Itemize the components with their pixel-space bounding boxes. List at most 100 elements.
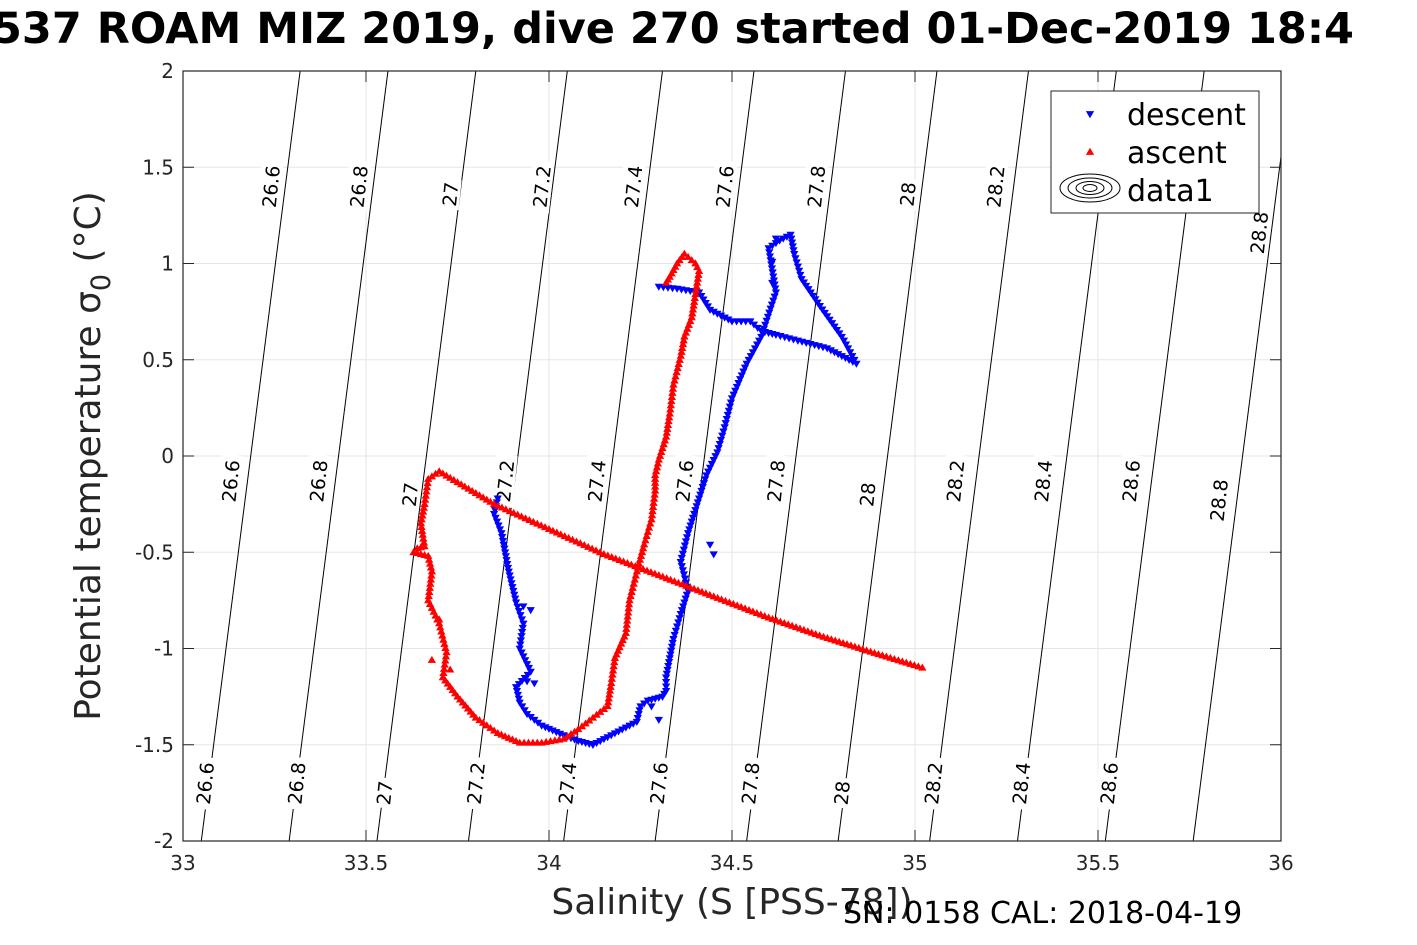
x-tick-label: 34 — [536, 851, 561, 875]
contour-label-bg — [256, 159, 284, 214]
data-point-ascent — [618, 636, 627, 644]
isopycnal-26.6 — [200, 71, 301, 841]
contour-label-text: 28.2 — [943, 459, 969, 503]
data-point-descent — [672, 623, 682, 631]
contour-label-bg — [618, 159, 646, 214]
contour-label: 28.4 — [1006, 756, 1035, 811]
isopycnal-28.8 — [1192, 152, 1281, 841]
contour-label-text: 26.8 — [347, 164, 373, 208]
data-point-ascent — [666, 405, 675, 413]
contour-label-bg — [918, 756, 946, 811]
data-point-ascent — [659, 440, 668, 448]
data-point-descent — [711, 453, 720, 461]
series-descent — [489, 231, 861, 749]
contour-label: 26.8 — [303, 453, 333, 508]
contour-label-bg — [581, 453, 610, 508]
data-point-descent — [762, 317, 771, 325]
data-point-ascent — [643, 527, 652, 535]
data-point-ascent — [683, 324, 692, 332]
data-point-ascent — [635, 555, 645, 563]
data-point-ascent — [638, 544, 648, 552]
data-point-descent — [768, 269, 777, 277]
contour-label-text: 26.8 — [284, 761, 310, 805]
data-point-descent — [736, 376, 745, 384]
contour-label: 27.4 — [618, 159, 647, 214]
contour-label: 27.6 — [644, 756, 673, 811]
contour-label: 28.4 — [1028, 453, 1057, 508]
data-point-descent — [766, 305, 775, 313]
contour-label-text: 28.4 — [1009, 761, 1035, 805]
y-tick-label: 1.5 — [142, 155, 174, 179]
data-point-descent — [714, 445, 723, 453]
data-point-ascent — [636, 551, 646, 559]
y-tick-label: -1.5 — [135, 733, 174, 757]
data-point-descent — [493, 495, 502, 503]
contour-label-text: 26.8 — [306, 459, 332, 503]
data-point-descent — [663, 666, 672, 674]
contour-label-text: 27.4 — [555, 761, 581, 805]
data-point-descent — [705, 464, 715, 472]
data-point-descent — [691, 507, 700, 515]
data-point-descent — [676, 611, 685, 619]
data-point-ascent — [651, 471, 660, 479]
data-point-ascent — [655, 451, 665, 459]
data-point-descent — [722, 416, 731, 424]
contour-label: 27 — [370, 776, 397, 809]
data-point-descent — [771, 285, 780, 293]
data-point-descent — [764, 245, 773, 253]
data-point-ascent — [633, 563, 643, 571]
data-point-ascent — [671, 372, 680, 380]
contour-label: 27.2 — [461, 756, 490, 811]
data-point-descent — [537, 722, 546, 730]
data-point-ascent — [678, 340, 688, 348]
contour-label-bg — [669, 453, 698, 508]
data-point-descent — [765, 253, 775, 261]
data-point-ascent — [624, 608, 633, 616]
contour-label-bg — [461, 756, 489, 811]
data-point-descent — [666, 651, 675, 659]
data-point-ascent — [690, 293, 699, 301]
data-point-ascent — [652, 463, 662, 471]
data-point-ascent — [610, 658, 619, 666]
contour-label: 26.6 — [190, 756, 219, 811]
contour-label-bg — [1116, 453, 1144, 508]
data-point-descent — [755, 337, 764, 345]
data-point-ascent — [692, 282, 701, 290]
contour-label-text: 26.6 — [218, 459, 244, 503]
data-point-ascent — [620, 632, 629, 640]
y-axis-label-main: Potential temperature σ — [68, 291, 109, 721]
data-point-ascent — [665, 409, 674, 417]
data-point-ascent — [665, 413, 674, 421]
data-point-ascent — [612, 650, 621, 658]
data-point-ascent — [628, 583, 637, 591]
x-tick-label: 35.5 — [1076, 851, 1121, 875]
data-point-ascent — [669, 380, 678, 388]
y-tick-label: -2 — [154, 829, 174, 853]
data-point-ascent — [489, 726, 499, 734]
contour-label-text: 26.6 — [259, 164, 285, 208]
data-point-descent — [522, 678, 532, 686]
legend-label-data1: data1 — [1127, 174, 1214, 209]
contour-label-bg — [303, 453, 332, 508]
contour-ring — [1075, 181, 1105, 195]
data-point-descent — [661, 683, 671, 691]
contour-label-text: 27.4 — [584, 459, 610, 503]
contour-label-bg — [853, 478, 879, 511]
y-tick-label: 0 — [161, 444, 174, 468]
isopycnal-27.4 — [563, 71, 663, 841]
contour-label: 28.2 — [918, 756, 947, 811]
contour-label-text: 26.6 — [193, 761, 219, 805]
contour-label-bg — [1094, 756, 1122, 811]
data-point-descent — [737, 372, 746, 380]
data-point-descent — [703, 303, 712, 311]
contour-label: 28.6 — [1094, 756, 1123, 811]
contour-label: 26.6 — [256, 159, 285, 214]
data-point-ascent — [668, 388, 677, 396]
contour-label: 27 — [436, 178, 463, 211]
contour-label-text: 27.2 — [530, 164, 556, 208]
data-point-ascent — [427, 655, 437, 663]
data-point-ascent — [605, 686, 615, 694]
data-point-ascent — [623, 612, 632, 620]
data-point-descent — [676, 559, 685, 567]
